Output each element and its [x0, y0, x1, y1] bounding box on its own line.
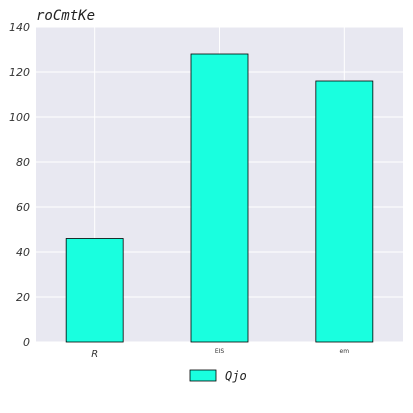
legend-label: Qjo — [225, 369, 247, 383]
bar-EIS — [190, 53, 249, 343]
x-tick-label: EIS — [215, 348, 225, 355]
y-tick-label: 0 — [23, 336, 30, 349]
y-tick-label: 40 — [16, 246, 30, 259]
bar-R — [65, 238, 124, 343]
legend-swatch — [189, 369, 217, 382]
x-axis-ticks: R EIS em — [91, 348, 349, 360]
y-tick-label: 20 — [16, 291, 30, 304]
x-tick-label: em — [340, 348, 350, 355]
x-tick-label: R — [91, 349, 98, 360]
legend: Qjo — [189, 369, 247, 383]
y-tick-label: 120 — [9, 66, 30, 79]
bar-em — [315, 80, 374, 343]
y-tick-label: 140 — [9, 21, 30, 34]
y-tick-label: 100 — [9, 111, 30, 124]
bars — [65, 53, 374, 343]
y-tick-label: 60 — [16, 201, 30, 214]
y-axis-ticks: 0 20 40 60 80 100 120 140 — [9, 21, 30, 349]
y-tick-label: 80 — [16, 156, 30, 169]
chart-title: roCmtKe — [36, 8, 95, 24]
